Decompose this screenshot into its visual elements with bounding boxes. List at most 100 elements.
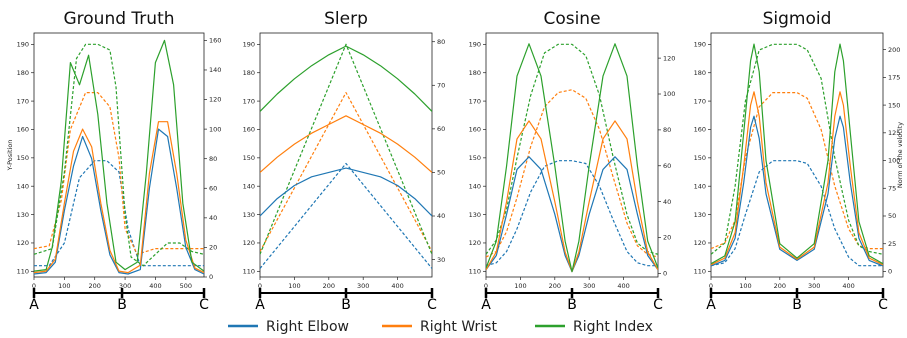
x-tick-label: 0 (32, 282, 36, 290)
plot-frame (485, 32, 659, 278)
x-tick-label: 100 (58, 282, 70, 290)
series-line-right-wrist-solid (34, 121, 204, 274)
y-tick-label: 130 (17, 211, 29, 219)
series-line-right-index-dashed (34, 43, 204, 267)
y2-tick-label: 0 (209, 273, 213, 281)
y-tick-label: 170 (694, 97, 706, 105)
phase-marker-label-c: C (427, 297, 437, 313)
y2-tick-label: 60 (209, 184, 217, 192)
y2-tick-label: 25 (888, 240, 896, 248)
y2-tick-label: 40 (209, 214, 217, 222)
series-group (486, 43, 658, 273)
y2-tick-label: 50 (437, 169, 445, 177)
phase-marker-label-c: C (878, 297, 888, 313)
chart-panel-slerp: Slerp 110 120 130 140 150 160 170 180 190 30 40 50 60… (243, 9, 446, 313)
y2-tick-label: 40 (663, 198, 671, 206)
y2-tick-label: 30 (437, 256, 445, 264)
y2-tick-label: 100 (663, 90, 675, 98)
x-tick-label: 100 (514, 282, 526, 290)
y2-tick-label: 0 (663, 270, 667, 278)
series-group (34, 39, 204, 275)
y-axis-label: Y-Position (6, 140, 14, 172)
y2-tick-label: 100 (888, 157, 900, 165)
y2-tick-label: 140 (209, 66, 221, 74)
y-tick-label: 140 (17, 182, 29, 190)
y2-axis-label: Norm of the velocity (896, 122, 904, 188)
y2-tick-label: 50 (888, 212, 896, 220)
legend-label-right-elbow: Right Elbow (266, 319, 349, 335)
x-tick-label: 200 (323, 282, 335, 290)
y2-tick-label: 120 (663, 54, 675, 62)
chart-title: Ground Truth (63, 9, 174, 29)
y-tick-label: 180 (17, 69, 29, 77)
phase-marker-label-b: B (341, 297, 351, 313)
series-line-right-index-dashed (260, 43, 432, 255)
y2-tick-label: 60 (663, 162, 671, 170)
y-tick-label: 160 (469, 126, 481, 134)
y-tick-label: 130 (694, 211, 706, 219)
y2-tick-label: 200 (888, 46, 900, 54)
y-tick-label: 190 (694, 41, 706, 49)
series-line-right-index-solid (711, 43, 883, 265)
y-tick-label: 140 (694, 182, 706, 190)
series-line-right-wrist-dashed (711, 91, 883, 250)
series-line-right-elbow-solid (34, 128, 204, 275)
series-group (260, 43, 432, 269)
y-tick-label: 130 (469, 211, 481, 219)
y-tick-label: 160 (694, 126, 706, 134)
phase-marker-label-b: B (567, 297, 577, 313)
series-line-right-elbow-dashed (260, 162, 432, 269)
x-tick-label: 500 (180, 282, 192, 290)
y2-tick-label: 100 (209, 125, 221, 133)
y-tick-label: 160 (243, 126, 255, 134)
plot-frame (710, 32, 884, 278)
x-tick-label: 300 (583, 282, 595, 290)
y-tick-label: 170 (17, 97, 29, 105)
series-line-right-elbow-dashed (486, 160, 658, 267)
x-tick-label: 100 (739, 282, 751, 290)
phase-marker-label-b: B (117, 297, 127, 313)
y2-tick-label: 75 (888, 184, 896, 192)
y-tick-label: 150 (694, 154, 706, 162)
phase-marker-label-a: A (255, 297, 265, 313)
y-tick-label: 110 (469, 268, 481, 276)
phase-marker-label-a: A (481, 297, 491, 313)
series-line-right-elbow-solid (711, 115, 883, 267)
chart-panels: Ground Truth 110 120 130 140 150 160 170 180 190 0… (6, 9, 904, 313)
phase-marker-label-c: C (199, 297, 209, 313)
y-tick-label: 180 (469, 69, 481, 77)
x-tick-label: 300 (119, 282, 131, 290)
x-tick-label: 400 (617, 282, 629, 290)
y-tick-label: 130 (243, 211, 255, 219)
series-line-right-index-solid (34, 39, 204, 272)
y-tick-label: 190 (469, 41, 481, 49)
legend-label-right-index: Right Index (573, 319, 653, 335)
y-tick-label: 120 (694, 239, 706, 247)
y-tick-label: 190 (243, 41, 255, 49)
series-line-right-elbow-solid (260, 167, 432, 217)
x-tick-label: 0 (258, 282, 262, 290)
series-line-right-wrist-solid (711, 91, 883, 266)
phase-marker-label-a: A (706, 297, 716, 313)
x-tick-label: 200 (774, 282, 786, 290)
phase-marker-label-c: C (653, 297, 663, 313)
y-tick-label: 180 (694, 69, 706, 77)
y2-tick-label: 80 (209, 155, 217, 163)
y2-tick-label: 125 (888, 129, 900, 137)
series-line-right-index-solid (260, 45, 432, 112)
y-tick-label: 170 (469, 97, 481, 105)
phase-marker-label-b: B (792, 297, 802, 313)
y2-tick-label: 60 (437, 125, 445, 133)
x-tick-label: 0 (709, 282, 713, 290)
y-tick-label: 150 (469, 154, 481, 162)
y-tick-label: 140 (243, 182, 255, 190)
chart-title: Cosine (543, 9, 600, 29)
x-tick-label: 200 (89, 282, 101, 290)
phase-marker-label-a: A (29, 297, 39, 313)
y2-tick-label: 70 (437, 81, 445, 89)
chart-panel-cosine: Cosine 110 120 130 140 150 160 170 180 190 0 20 40 60… (469, 9, 676, 313)
y2-tick-label: 80 (663, 126, 671, 134)
y-tick-label: 180 (243, 69, 255, 77)
chart-title: Sigmoid (763, 9, 832, 29)
y2-tick-label: 20 (209, 244, 217, 252)
